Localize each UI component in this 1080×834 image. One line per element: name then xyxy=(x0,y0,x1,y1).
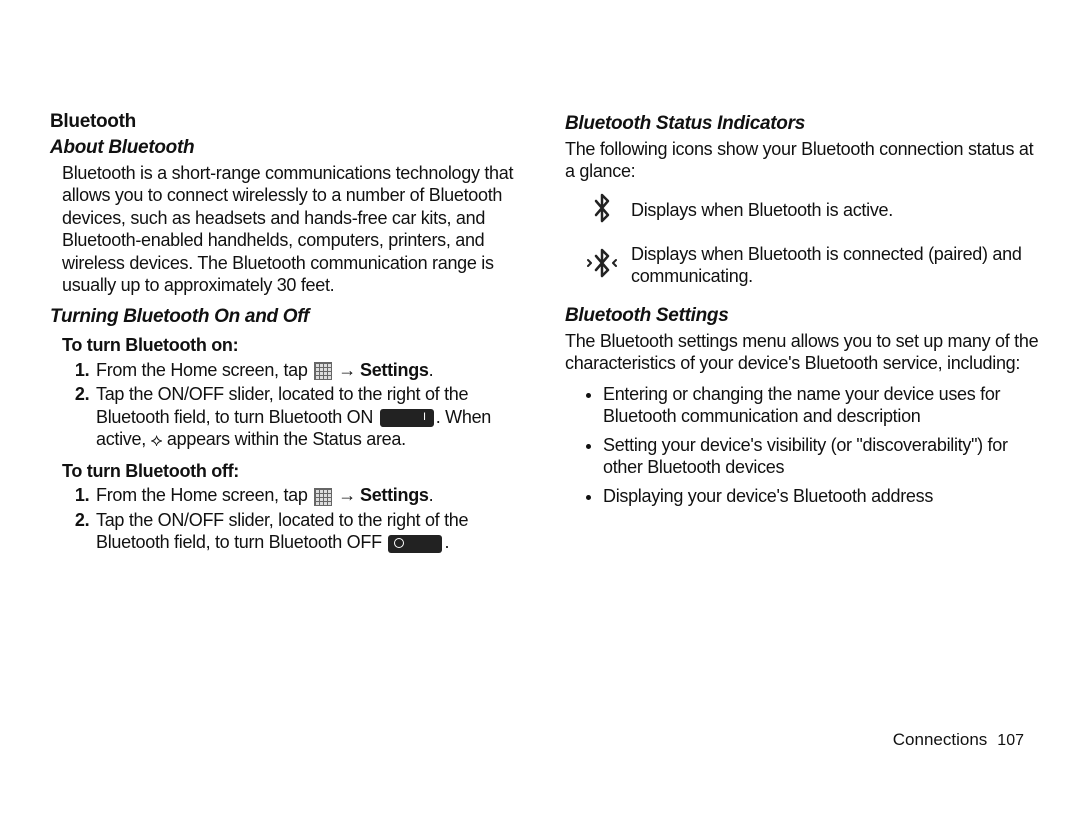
step-text: From the Home screen, tap xyxy=(96,485,312,505)
slider-on-icon xyxy=(380,409,434,427)
turn-off-step-1: From the Home screen, tap →Settings. xyxy=(94,484,525,507)
bluetooth-glyph-icon: ⟡ xyxy=(151,430,163,450)
turn-off-steps: From the Home screen, tap →Settings. Tap… xyxy=(50,484,525,554)
settings-bullet: Entering or changing the name your devic… xyxy=(603,383,1040,428)
apps-grid-icon xyxy=(314,488,332,506)
section-title: Bluetooth xyxy=(50,110,525,134)
turn-on-heading: To turn Bluetooth on: xyxy=(50,334,525,357)
subheading-turning: Turning Bluetooth On and Off xyxy=(50,305,525,329)
page-number: 107 xyxy=(997,732,1024,749)
bluetooth-active-icon xyxy=(587,193,617,227)
status-icon-text: Displays when Bluetooth is active. xyxy=(631,199,893,222)
status-icon-row-active: Displays when Bluetooth is active. xyxy=(565,193,1040,227)
status-icon-row-connected: Displays when Bluetooth is connected (pa… xyxy=(565,243,1040,288)
step-text: appears within the Status area. xyxy=(162,429,406,449)
turn-on-steps: From the Home screen, tap →Settings. Tap… xyxy=(50,359,525,452)
subheading-about: About Bluetooth xyxy=(50,136,525,160)
footer-section: Connections xyxy=(893,730,988,749)
step-text: From the Home screen, tap xyxy=(96,360,312,380)
status-icon-text: Displays when Bluetooth is connected (pa… xyxy=(631,243,1040,288)
manual-page: Bluetooth About Bluetooth Bluetooth is a… xyxy=(0,0,1080,834)
settings-label: Settings xyxy=(360,360,429,380)
page-footer: Connections 107 xyxy=(893,730,1024,750)
settings-bullets: Entering or changing the name your devic… xyxy=(565,383,1040,508)
subheading-bluetooth-settings: Bluetooth Settings xyxy=(565,304,1040,328)
bluetooth-connected-icon xyxy=(587,248,617,282)
right-column: Bluetooth Status Indicators The followin… xyxy=(565,110,1040,804)
turn-off-heading: To turn Bluetooth off: xyxy=(50,460,525,483)
settings-bullet: Displaying your device's Bluetooth addre… xyxy=(603,485,1040,508)
settings-intro-paragraph: The Bluetooth settings menu allows you t… xyxy=(565,330,1040,375)
left-column: Bluetooth About Bluetooth Bluetooth is a… xyxy=(50,110,525,804)
arrow-icon: → xyxy=(338,485,356,505)
turn-on-step-1: From the Home screen, tap →Settings. xyxy=(94,359,525,382)
turn-on-step-2: Tap the ON/OFF slider, located to the ri… xyxy=(94,383,525,452)
status-intro-paragraph: The following icons show your Bluetooth … xyxy=(565,138,1040,183)
step-text: . xyxy=(444,532,449,552)
settings-label: Settings xyxy=(360,485,429,505)
settings-bullet: Setting your device's visibility (or "di… xyxy=(603,434,1040,479)
slider-off-icon xyxy=(388,535,442,553)
about-paragraph: Bluetooth is a short-range communication… xyxy=(50,162,525,297)
apps-grid-icon xyxy=(314,362,332,380)
arrow-icon: → xyxy=(338,360,356,380)
subheading-status-indicators: Bluetooth Status Indicators xyxy=(565,112,1040,136)
turn-off-step-2: Tap the ON/OFF slider, located to the ri… xyxy=(94,509,525,554)
